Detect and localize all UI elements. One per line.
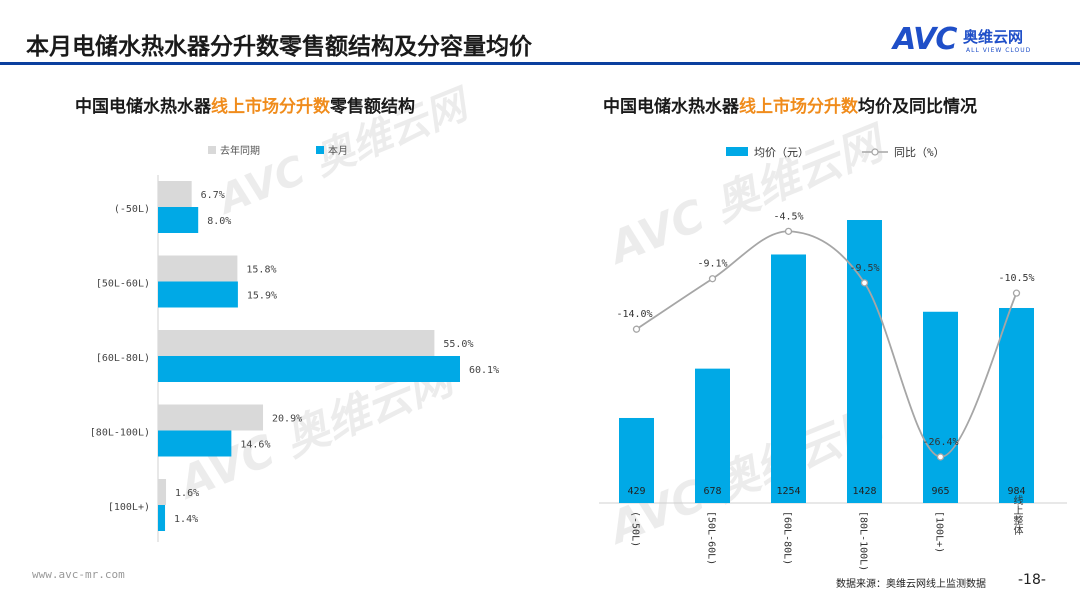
right-chart: 均价（元） 同比（%） 429 (-50L) 678 [50L-60L) 1254 [60… [599, 146, 1067, 570]
yoy-marker [708, 275, 717, 283]
logo-mark: AVC [893, 22, 957, 57]
yoy-marker [784, 227, 793, 235]
footer-url[interactable]: www.avc-mr.com [32, 568, 125, 581]
page-number: -18- [1018, 572, 1046, 588]
price-bar [771, 254, 806, 503]
label-this-month: 8.0% [207, 216, 231, 227]
yoy-label: -26.4% [922, 437, 958, 448]
legend-swatch-last-year [208, 146, 216, 154]
label-this-month: 15.9% [247, 291, 277, 302]
legend-swatch-price [726, 147, 748, 156]
right-title-post: 均价及同比情况 [858, 97, 977, 117]
left-title-highlight: 线上市场分升数 [211, 97, 330, 117]
price-label: 1428 [852, 486, 876, 497]
bar-last-year [158, 255, 238, 282]
left-legend: 去年同期 本月 [208, 144, 348, 157]
price-bar [999, 307, 1034, 503]
label-last-year: 1.6% [175, 488, 199, 499]
bar-this-month [158, 505, 166, 531]
left-bars: (-50L) 6.7% 8.0% [50L-60L) 15.8% 15.9% [60L-80… [90, 181, 499, 531]
brand-logo: AVC 奥维云网 ALL VIEW CLOUD [893, 22, 1063, 62]
yoy-label: -14.0% [616, 309, 652, 320]
footer-source: 数据来源：奥维云网线上监测数据 [836, 579, 986, 590]
legend-label-price: 均价（元） [754, 146, 809, 159]
label-last-year: 15.8% [246, 265, 276, 276]
price-bar [619, 417, 654, 503]
x-category-label: [80L-100L) [858, 511, 869, 570]
price-label: 965 [931, 486, 949, 497]
bar-last-year [158, 479, 167, 505]
label-last-year: 6.7% [201, 190, 225, 201]
price-label: 678 [703, 486, 721, 497]
legend-label-last-year: 去年同期 [220, 144, 260, 157]
left-category-label: [60L-80L) [96, 353, 150, 364]
yoy-marker [1012, 289, 1021, 297]
bar-this-month [158, 207, 199, 233]
yoy-marker [936, 453, 945, 461]
price-bar [695, 368, 730, 503]
yoy-label: -9.5% [849, 263, 879, 274]
left-title-pre: 中国电储水热水器 [75, 97, 211, 117]
right-title-pre: 中国电储水热水器 [603, 97, 739, 117]
yoy-marker [632, 325, 641, 333]
label-this-month: 60.1% [469, 365, 499, 376]
x-category-label: [50L-60L) [706, 511, 717, 565]
yoy-line [636, 230, 1018, 458]
logo-en-text: ALL VIEW CLOUD [966, 47, 1032, 54]
legend-swatch-this-month [316, 146, 324, 154]
yoy-label: -4.5% [773, 211, 803, 222]
left-category-label: [50L-60L) [96, 279, 150, 290]
price-bar [923, 311, 958, 503]
bar-last-year [158, 404, 264, 431]
label-this-month: 14.6% [240, 440, 270, 451]
logo-cn-text: 奥维云网 [963, 28, 1024, 46]
bar-this-month [158, 356, 460, 382]
x-category-label: [100L+) [934, 511, 945, 553]
x-category-label: 线上整体 [1011, 494, 1023, 536]
yoy-label: -10.5% [998, 273, 1034, 284]
yoy-marker [860, 279, 869, 287]
price-label: 429 [627, 486, 645, 497]
price-label: 984 [1007, 486, 1025, 497]
bar-this-month [158, 281, 238, 308]
left-category-label: (-50L) [114, 204, 150, 215]
legend-marker-yoy [871, 148, 879, 156]
price-label: 1254 [776, 486, 800, 497]
legend-label-this-month: 本月 [328, 144, 348, 157]
right-chart-title: 中国电储水热水器线上市场分升数均价及同比情况 [603, 92, 977, 117]
x-category-label: (-50L) [630, 511, 641, 547]
left-category-label: [100L+) [108, 502, 150, 513]
legend-label-yoy: 同比（%） [894, 146, 945, 159]
right-legend: 均价（元） 同比（%） [726, 146, 945, 159]
left-category-label: [80L-100L) [90, 428, 150, 439]
bar-this-month [158, 430, 232, 457]
page-title: 本月电储水热水器分升数零售额结构及分容量均价 [26, 34, 532, 60]
bar-last-year [158, 181, 192, 207]
label-this-month: 1.4% [174, 514, 198, 525]
left-title-post: 零售额结构 [330, 97, 415, 117]
x-category-label: [60L-80L) [782, 511, 793, 565]
label-last-year: 20.9% [272, 414, 302, 425]
title-divider [0, 62, 1080, 65]
left-chart: 去年同期 本月 (-50L) 6.7% 8.0% [50L-60L) 15.8% 15.9… [90, 144, 499, 542]
yoy-label: -9.1% [697, 259, 727, 270]
right-title-highlight: 线上市场分升数 [739, 97, 858, 117]
bar-last-year [158, 330, 435, 356]
left-chart-title: 中国电储水热水器线上市场分升数零售额结构 [75, 92, 415, 117]
right-marks: 429 (-50L) 678 [50L-60L) 1254 [60L-80L) 1428 [8… [616, 211, 1034, 570]
label-last-year: 55.0% [443, 339, 473, 350]
